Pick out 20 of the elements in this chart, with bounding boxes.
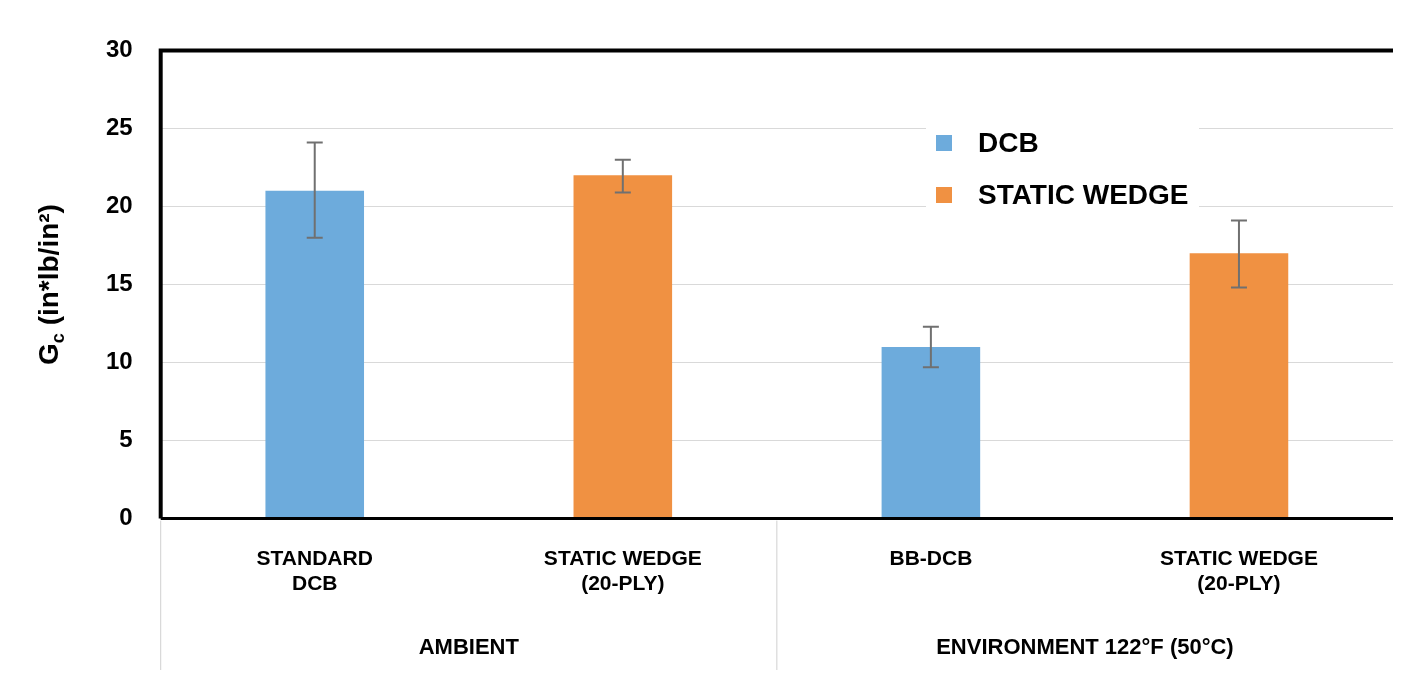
bar [265,190,365,519]
text: ENVIRONMENT 122°F (50°C) [936,634,1234,660]
x-tick-label: STATIC WEDGE (20-PLY) [1160,546,1318,595]
x-tick-label: STANDARD DCB [256,546,373,595]
y-tick-label: 30 [105,35,133,63]
bar [1189,253,1289,519]
y-tick-label: 5 [119,425,133,453]
y-tick-label: 0 [119,503,133,531]
y-tick-label: 15 [105,269,133,297]
legend-label: STATIC WEDGE [978,179,1189,211]
y-tick-label: 25 [105,113,133,141]
y-tick-label: 20 [105,191,133,219]
y-axis-title: Gc (in*lb/in²) [33,204,68,365]
y-tick-label: 10 [105,347,133,375]
bar [881,346,981,519]
bar [573,175,673,519]
legend-label: DCB [978,127,1039,159]
x-tick-label: STATIC WEDGE (20-PLY) [543,546,702,595]
text: AMBIENT [418,634,520,660]
x-tick-label: BB-DCB [889,546,973,569]
